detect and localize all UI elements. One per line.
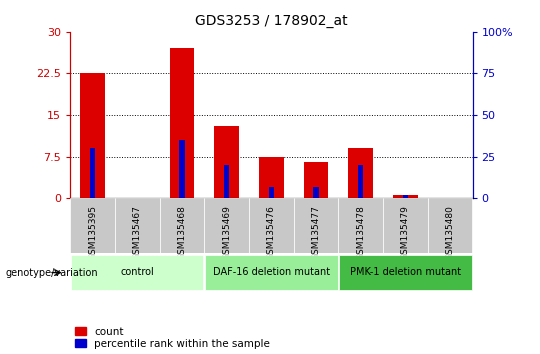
Bar [383,198,428,253]
Bar [294,198,339,253]
Bar [214,126,239,198]
Bar [90,148,95,198]
Bar [269,187,274,198]
Text: GSM135467: GSM135467 [133,205,141,260]
Bar [160,198,204,253]
Bar [70,198,115,253]
Text: DAF-16 deletion mutant: DAF-16 deletion mutant [213,267,330,277]
Text: GSM135478: GSM135478 [356,205,365,260]
Bar [179,140,185,198]
Text: control: control [120,267,154,277]
Text: GSM135468: GSM135468 [178,205,186,260]
Legend: count, percentile rank within the sample: count, percentile rank within the sample [76,327,270,349]
Bar [304,162,328,198]
Bar [115,198,160,253]
Text: genotype/variation: genotype/variation [5,268,98,278]
Bar [204,198,249,253]
Bar [224,165,230,198]
Bar [339,255,471,290]
Text: GSM135477: GSM135477 [312,205,321,260]
Text: GSM135469: GSM135469 [222,205,231,260]
Text: GSM135476: GSM135476 [267,205,276,260]
Text: PMK-1 deletion mutant: PMK-1 deletion mutant [350,267,461,277]
Bar [403,195,408,198]
Bar [313,187,319,198]
Text: GSM135395: GSM135395 [88,205,97,260]
Bar [71,255,204,290]
Bar [80,74,105,198]
Bar [339,198,383,253]
Bar [170,48,194,198]
Bar [249,198,294,253]
Bar [259,156,284,198]
Bar [205,255,338,290]
Title: GDS3253 / 178902_at: GDS3253 / 178902_at [195,14,348,28]
Bar [393,195,418,198]
Bar [428,198,472,253]
Bar [358,165,363,198]
Text: GSM135480: GSM135480 [446,205,455,260]
Text: GSM135479: GSM135479 [401,205,410,260]
Bar [348,148,373,198]
